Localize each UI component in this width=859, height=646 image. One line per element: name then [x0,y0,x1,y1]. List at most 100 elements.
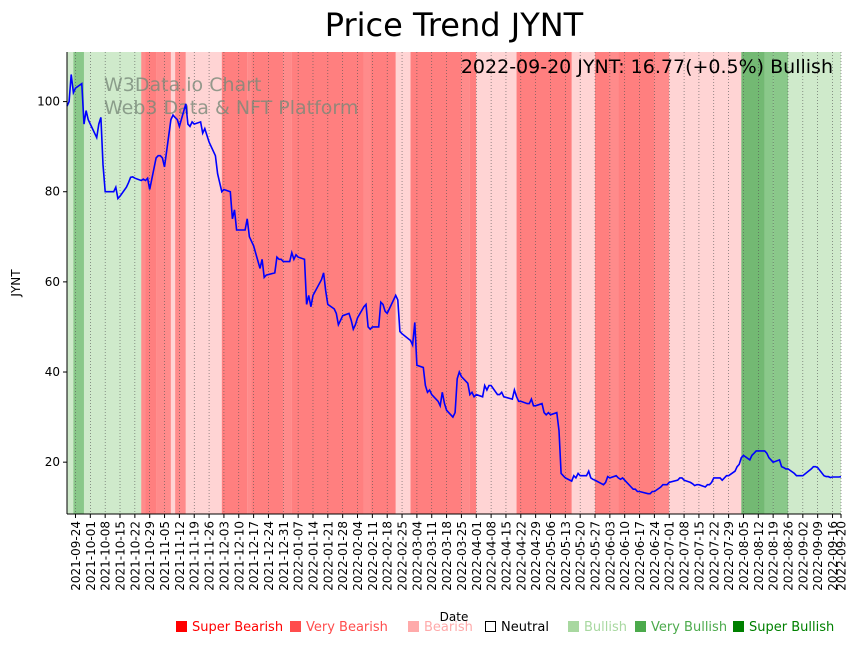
x-tick-label: 2021-11-26 [203,521,217,591]
x-tick-label: 2022-06-10 [618,521,632,591]
x-tick-label: 2022-04-29 [529,521,543,591]
sentiment-band [741,52,765,514]
legend-item-bearish: Bearish [408,620,473,635]
x-tick-label: 2021-11-12 [173,521,187,591]
sentiment-band [571,52,596,514]
legend-label: Super Bearish [192,620,284,635]
sentiment-band [654,52,670,514]
sentiment-band [476,52,517,514]
sentiment-band [221,52,248,514]
x-tick-label: 2021-12-31 [277,521,291,591]
x-tick-label: 2022-01-28 [336,521,350,591]
x-tick-label: 2022-08-26 [781,521,795,591]
sentiment-band [145,52,157,514]
x-tick-label: 2022-02-11 [366,521,380,591]
legend-item-very-bearish: Very Bearish [290,620,388,635]
x-tick-label: 2022-02-18 [381,521,395,591]
y-axis-label: JYNT [9,269,23,298]
sentiment-band [764,52,774,514]
x-axis-label: Date [440,610,469,624]
sentiment-band [469,52,477,514]
x-tick-label: 2022-03-18 [440,521,454,591]
legend-swatch [568,621,579,632]
legend-label: Super Bullish [749,620,835,635]
sentiment-band [67,52,74,514]
sentiment-band [363,52,371,514]
sentiment-band [141,52,146,514]
x-tick-label: 2021-12-03 [217,521,231,591]
x-tick-label: 2021-11-05 [158,521,172,591]
legend-label: Very Bullish [651,620,728,635]
sentiment-band [156,52,171,514]
axes [66,52,841,515]
sentiment-band [595,52,610,514]
x-tick-label: 2021-12-10 [232,521,246,591]
sentiment-band [609,52,619,514]
x-tick-label: 2021-10-29 [143,521,157,591]
sentiment-band [83,52,142,514]
legend-item-super-bullish: Super Bullish [733,620,834,635]
y-tick-label: 60 [45,275,60,289]
vertical-gridlines [75,52,842,514]
legend-item-bullish: Bullish [568,620,627,635]
x-tick-label: 2021-10-08 [99,521,113,591]
sentiment-band [461,52,470,514]
x-tick-label: 2022-06-24 [648,521,662,591]
x-tick-label: 2022-05-13 [559,521,573,591]
x-tick-label: 2022-04-01 [470,521,484,591]
x-tick-label: 2021-09-24 [69,521,83,591]
x-tick-label: 2022-07-08 [678,521,692,591]
sentiment-band [787,52,841,514]
sentiment-band [175,52,186,514]
legend-item-very-bullish: Very Bullish [635,620,727,635]
legend-swatch [408,621,419,632]
legend-label: Bullish [584,620,628,635]
x-tick-label: 2022-09-16 [826,521,840,591]
x-tick-label: 2022-08-05 [737,521,751,591]
x-tick-label: 2022-05-06 [544,521,558,591]
y-tick-label: 80 [45,185,60,199]
sentiment-band [410,52,462,514]
x-tick-label: 2022-06-03 [603,521,617,591]
legend-swatch [733,621,744,632]
sentiment-band [773,52,788,514]
x-tick-label: 2022-07-15 [692,521,706,591]
legend-label: Neutral [501,620,549,635]
x-tick-label: 2022-08-19 [767,521,781,591]
sentiment-bands [67,52,841,514]
sentiment-band [395,52,411,514]
x-tick-label: 2022-04-15 [499,521,513,591]
x-axis-ticks: 2021-09-24 2021-10-01 2021-10-08 2021-10-15… [69,514,849,591]
y-tick-label: 40 [45,365,60,379]
x-tick-label: 2022-04-22 [514,521,528,591]
latest-price-annotation: 2022-09-20 JYNT: 16.77(+0.5%) Bullish [461,56,833,78]
x-tick-label: 2021-10-22 [128,521,142,591]
sentiment-band [669,52,742,514]
sentiment-band [618,52,655,514]
sentiment-band [73,52,84,514]
chart-title: Price Trend JYNT [325,6,584,44]
x-tick-label: 2022-08-12 [752,521,766,591]
watermark-line-1: W3Data.io Chart [104,74,261,96]
x-tick-label: 2022-07-01 [663,521,677,591]
sentiment-band [370,52,396,514]
x-tick-label: 2022-07-22 [707,521,721,591]
y-tick-label: 100 [37,95,60,109]
x-tick-label: 2022-06-17 [633,521,647,591]
sentiment-band [251,52,284,514]
legend-item-super-bearish: Super Bearish [176,620,283,635]
x-tick-label: 2022-05-20 [574,521,588,591]
sentiment-band [516,52,572,514]
legend-swatch [485,621,496,632]
legend-label: Very Bearish [306,620,388,635]
x-tick-label: 2022-01-21 [321,521,335,591]
x-tick-label: 2022-03-04 [410,521,424,591]
x-tick-label: 2021-10-15 [114,521,128,591]
x-tick-label: 2022-01-07 [292,521,306,591]
price-line [66,74,842,495]
x-tick-label: 2022-02-04 [351,521,365,591]
x-tick-label: 2021-11-19 [188,521,202,591]
x-tick-label: 2022-03-25 [455,521,469,591]
x-tick-label: 2021-10-01 [84,521,98,591]
